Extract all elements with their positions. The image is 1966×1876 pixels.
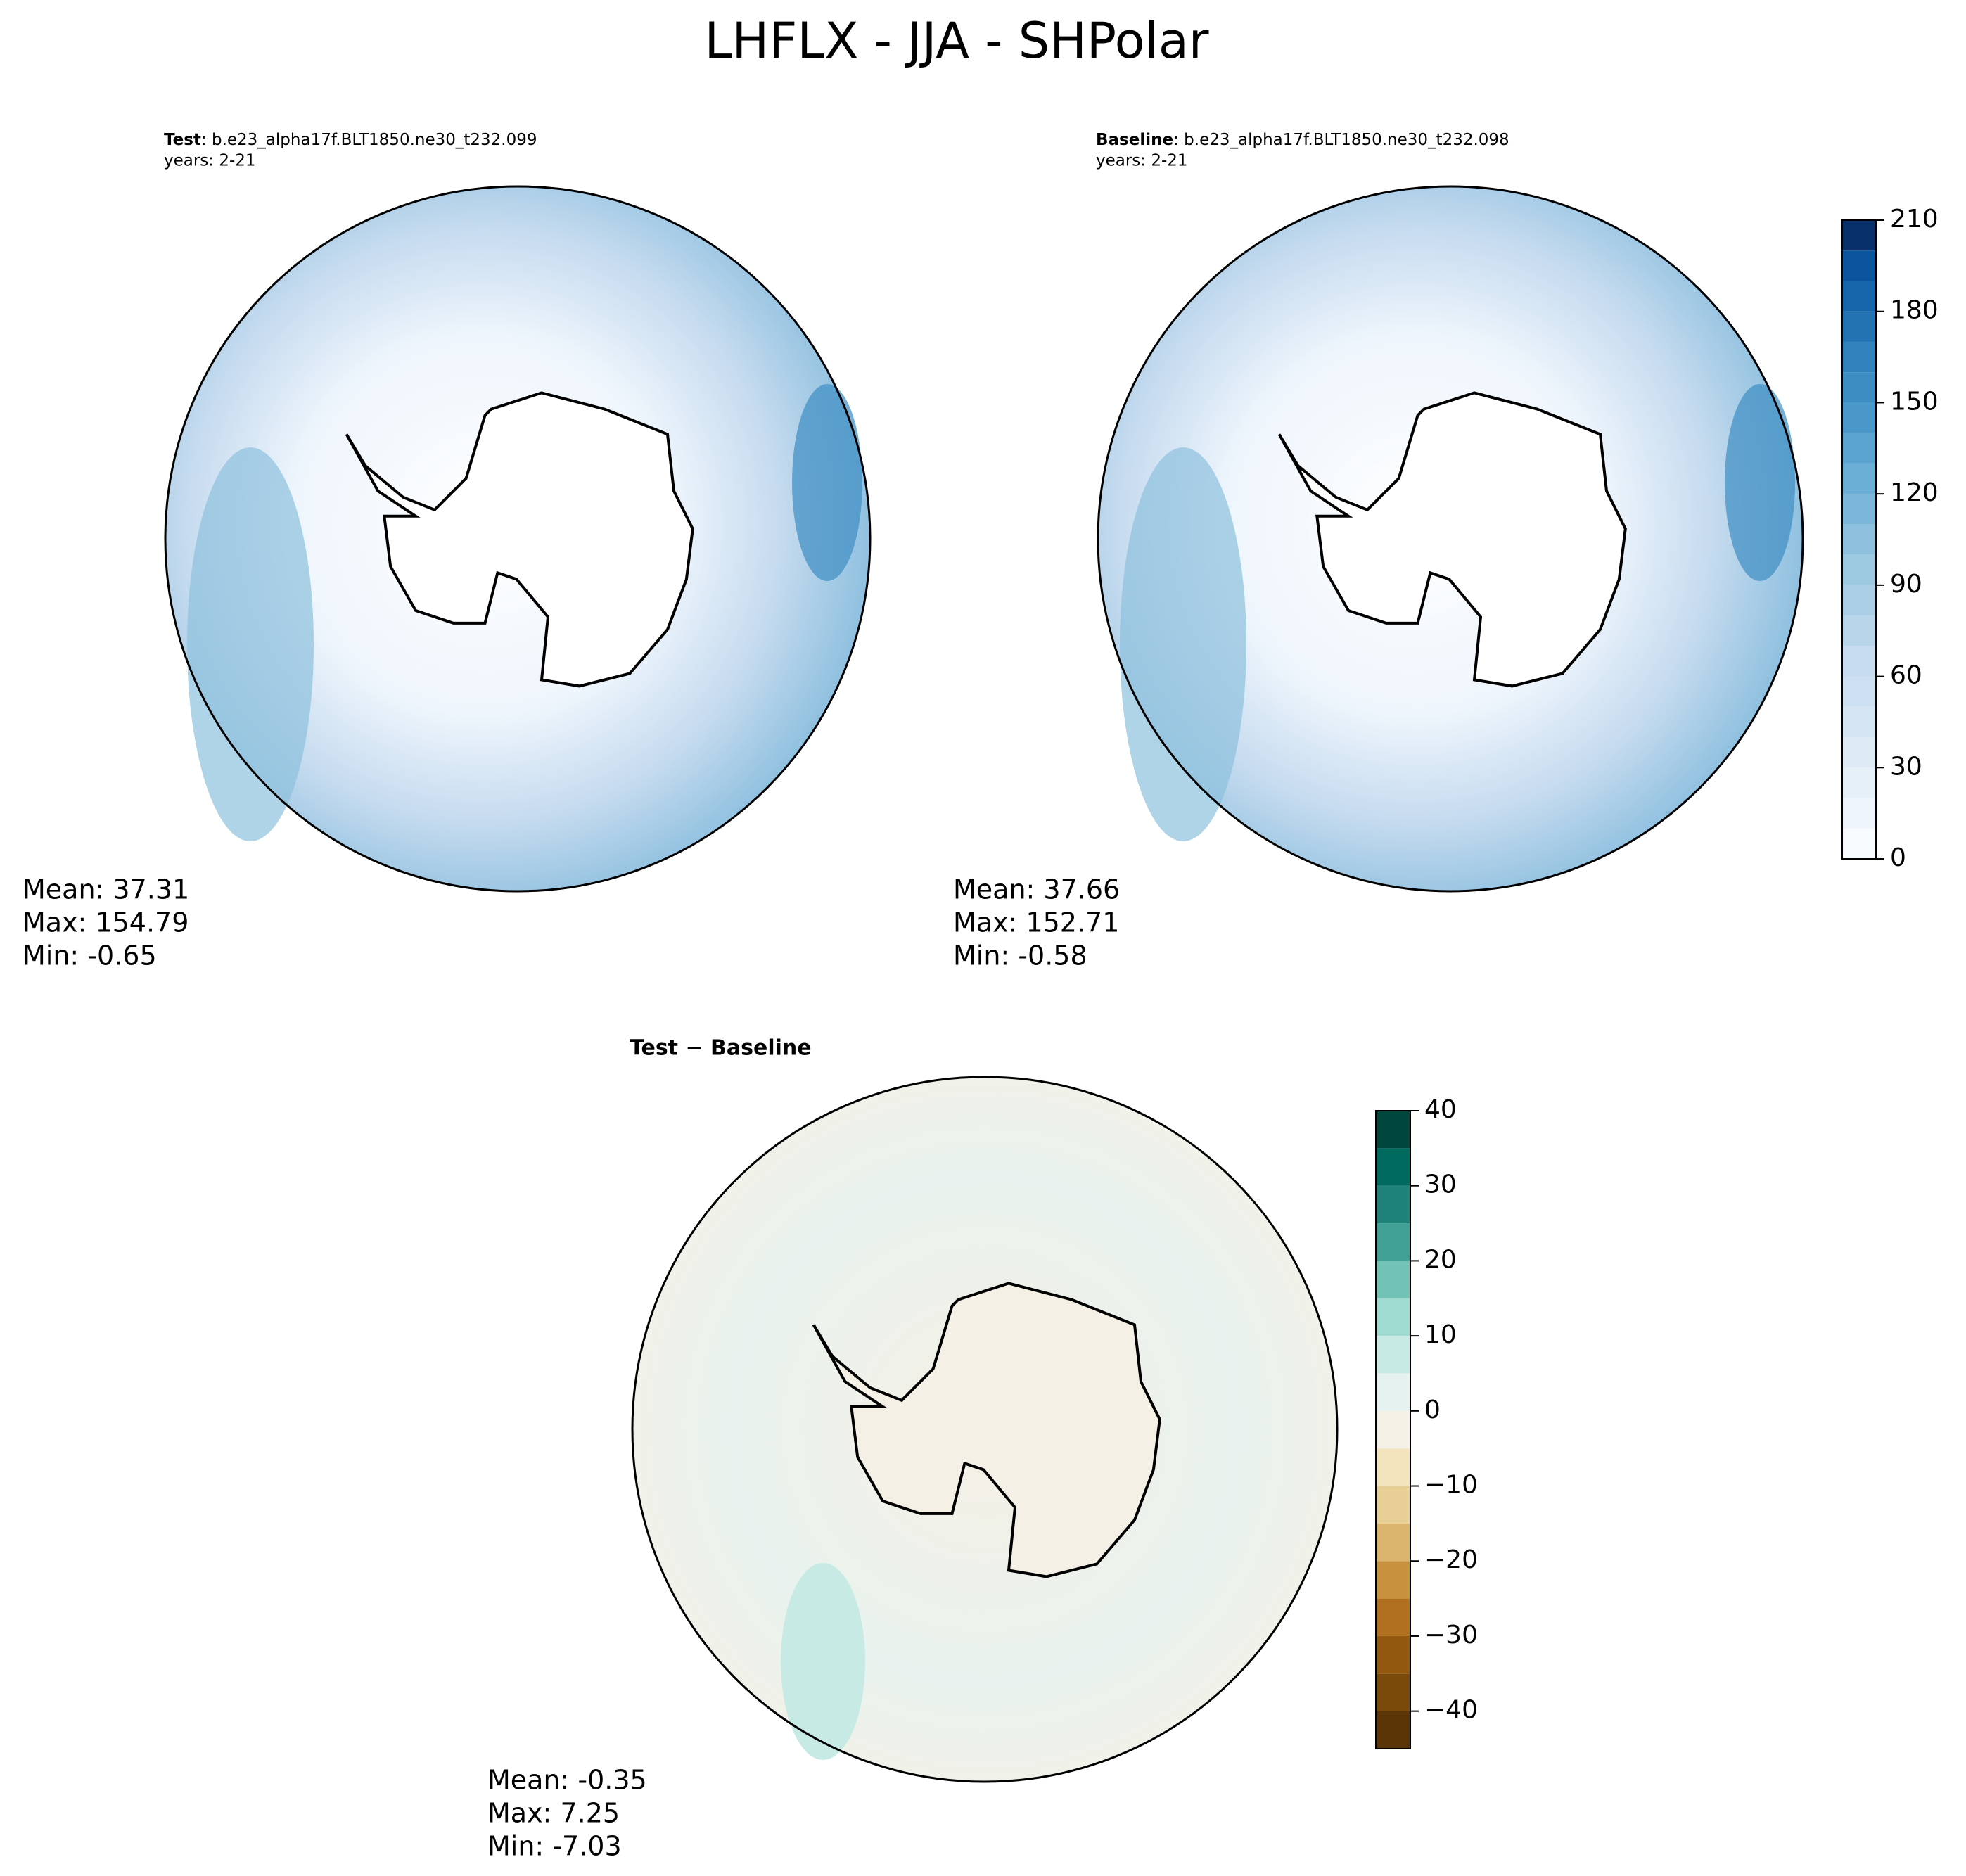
colorbar-band [1842, 433, 1876, 464]
colorbar-tick-label: 180 [1890, 296, 1939, 325]
colorbar-band [1376, 1561, 1410, 1599]
colorbar-band [1376, 1486, 1410, 1524]
map-panel [164, 185, 872, 893]
map-border [1097, 185, 1804, 893]
colorbar-tick-label: 210 [1890, 205, 1939, 234]
colorbar-tick-label: −10 [1424, 1471, 1478, 1500]
colorbar-band [1376, 1373, 1410, 1411]
colorbar-frame [1841, 219, 1877, 860]
colorbar-band [1842, 494, 1876, 525]
panel-years: years: 2-21 [164, 152, 256, 170]
colorbar-band [1842, 463, 1876, 494]
colorbar-band [1842, 281, 1876, 312]
ocean-band [1725, 384, 1795, 581]
colorbar-band [1842, 676, 1876, 707]
panel-title: Test − Baseline [630, 1036, 812, 1061]
ocean-band [792, 384, 862, 581]
colorbar-tick-label: 0 [1890, 843, 1906, 872]
colorbar-tick-label: 30 [1890, 752, 1922, 781]
colorbar-tick-label: 90 [1890, 570, 1922, 599]
colorbar-tick-label: 20 [1424, 1245, 1457, 1274]
colorbar-band [1842, 524, 1876, 555]
colorbar-band [1842, 341, 1876, 373]
colorbar-band [1376, 1448, 1410, 1486]
colorbar-tick-label: 30 [1424, 1170, 1457, 1199]
map-panel [631, 1076, 1339, 1783]
colorbar-band [1376, 1711, 1410, 1749]
colorbar-band [1376, 1261, 1410, 1298]
colorbar-band [1842, 311, 1876, 342]
colorbar-band [1842, 585, 1876, 616]
colorbar-tick-label: −20 [1424, 1545, 1478, 1574]
panel-case: : b.e23_alpha17f.BLT1850.ne30_t232.098 [1173, 131, 1509, 149]
anomaly-blob [781, 1563, 865, 1760]
panel-stat: Min: -7.03 [487, 1831, 622, 1862]
map-border [631, 1076, 1339, 1783]
colorbar-band [1376, 1410, 1410, 1449]
panel-stat: Max: 154.79 [23, 907, 189, 938]
panel-stat: Mean: 37.31 [23, 874, 189, 905]
panel-stat: Max: 152.71 [953, 907, 1119, 938]
colorbar-band [1376, 1223, 1410, 1261]
colorbar-tick-label: 40 [1424, 1095, 1457, 1124]
panel-subtitle: Baseline: b.e23_alpha17f.BLT1850.ne30_t2… [1096, 131, 1509, 149]
colorbar-band [1376, 1673, 1410, 1711]
panel-subtitle: Test: b.e23_alpha17f.BLT1850.ne30_t232.0… [164, 131, 537, 149]
colorbar-band [1842, 554, 1876, 585]
colorbar-tick-label: 150 [1890, 387, 1939, 416]
antarctica [1277, 391, 1627, 688]
panel-stat: Min: -0.58 [953, 940, 1087, 971]
colorbar-band [1842, 402, 1876, 433]
colorbar-tick-label: 0 [1424, 1396, 1441, 1424]
colorbar-band [1376, 1185, 1410, 1224]
antarctica [345, 391, 694, 688]
colorbar-band [1842, 615, 1876, 646]
colorbar-band [1842, 646, 1876, 677]
colorbar-band [1376, 1336, 1410, 1374]
ocean-band [187, 447, 314, 841]
ocean-band [1120, 447, 1246, 841]
panel-label: Test [164, 131, 201, 149]
colorbar-band [1842, 828, 1876, 859]
colorbar-tick-label: −40 [1424, 1696, 1478, 1725]
panel-case: : b.e23_alpha17f.BLT1850.ne30_t232.099 [201, 131, 537, 149]
colorbar-band [1376, 1148, 1410, 1186]
antarctica [812, 1282, 1161, 1578]
figure-title: LHFLX - JJA - SHPolar [704, 12, 1208, 70]
map-panel [1097, 185, 1804, 893]
panel-stat: Min: -0.65 [23, 940, 157, 971]
colorbar-band [1842, 798, 1876, 829]
colorbar-band [1376, 1598, 1410, 1636]
colorbar-band [1842, 737, 1876, 768]
colorbar-band [1376, 1635, 1410, 1674]
panel-label: Baseline [1096, 131, 1173, 149]
colorbar-tick-label: 10 [1424, 1320, 1457, 1349]
colorbar-band [1842, 220, 1876, 251]
colorbar-band [1842, 372, 1876, 403]
colorbar-frame [1375, 1110, 1411, 1749]
colorbar-tick-label: −30 [1424, 1621, 1478, 1650]
colorbar-tick-label: 60 [1890, 661, 1922, 690]
colorbar-band [1842, 250, 1876, 281]
panel-years: years: 2-21 [1096, 152, 1188, 170]
colorbar-band [1842, 767, 1876, 798]
panel-stat: Mean: 37.66 [953, 874, 1120, 905]
colorbar-band [1842, 706, 1876, 738]
colorbar-band [1376, 1111, 1410, 1149]
panel-stat: Mean: -0.35 [487, 1765, 647, 1796]
colorbar-band [1376, 1298, 1410, 1336]
colorbar-band [1376, 1523, 1410, 1562]
map-border [164, 185, 872, 893]
panel-stat: Max: 7.25 [487, 1798, 620, 1829]
colorbar-tick-label: 120 [1890, 478, 1939, 507]
